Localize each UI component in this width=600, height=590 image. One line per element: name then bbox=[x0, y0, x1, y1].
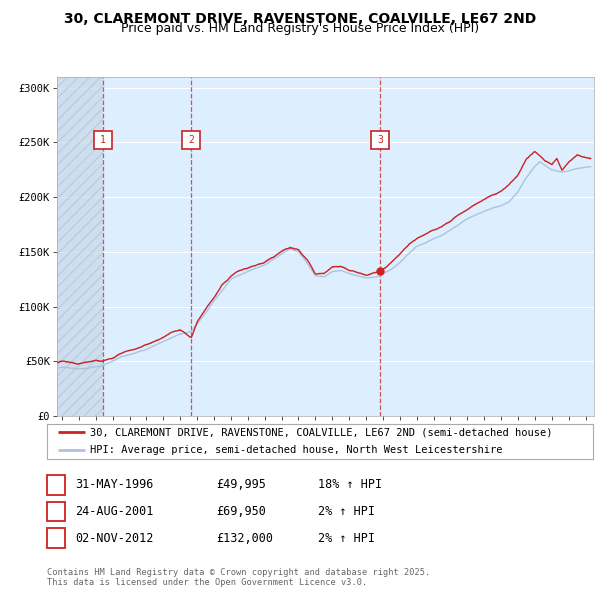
Text: 2% ↑ HPI: 2% ↑ HPI bbox=[318, 505, 375, 518]
Text: 30, CLAREMONT DRIVE, RAVENSTONE, COALVILLE, LE67 2ND (semi-detached house): 30, CLAREMONT DRIVE, RAVENSTONE, COALVIL… bbox=[91, 428, 553, 437]
Text: £69,950: £69,950 bbox=[216, 505, 266, 518]
Text: 2: 2 bbox=[188, 135, 194, 145]
Text: 31-MAY-1996: 31-MAY-1996 bbox=[75, 478, 154, 491]
Text: 3: 3 bbox=[52, 532, 59, 545]
Text: HPI: Average price, semi-detached house, North West Leicestershire: HPI: Average price, semi-detached house,… bbox=[91, 445, 503, 455]
Text: £132,000: £132,000 bbox=[216, 532, 273, 545]
Text: £49,995: £49,995 bbox=[216, 478, 266, 491]
Text: 3: 3 bbox=[377, 135, 383, 145]
Text: 1: 1 bbox=[100, 135, 106, 145]
Text: 2: 2 bbox=[52, 505, 59, 518]
Text: 24-AUG-2001: 24-AUG-2001 bbox=[75, 505, 154, 518]
Text: Price paid vs. HM Land Registry's House Price Index (HPI): Price paid vs. HM Land Registry's House … bbox=[121, 22, 479, 35]
Text: 02-NOV-2012: 02-NOV-2012 bbox=[75, 532, 154, 545]
Bar bbox=[57, 77, 103, 416]
Text: 30, CLAREMONT DRIVE, RAVENSTONE, COALVILLE, LE67 2ND: 30, CLAREMONT DRIVE, RAVENSTONE, COALVIL… bbox=[64, 12, 536, 26]
Text: 18% ↑ HPI: 18% ↑ HPI bbox=[318, 478, 382, 491]
Text: 1: 1 bbox=[52, 478, 59, 491]
Text: Contains HM Land Registry data © Crown copyright and database right 2025.
This d: Contains HM Land Registry data © Crown c… bbox=[47, 568, 430, 587]
Text: 2% ↑ HPI: 2% ↑ HPI bbox=[318, 532, 375, 545]
